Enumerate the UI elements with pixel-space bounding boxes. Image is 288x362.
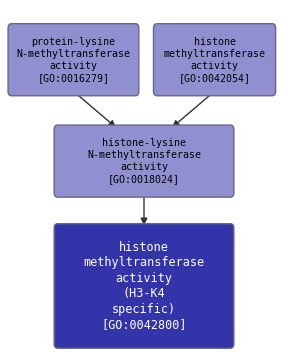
Text: histone
methyltransferase
activity
(H3-K4
specific)
[GO:0042800]: histone methyltransferase activity (H3-K… <box>84 241 204 331</box>
FancyBboxPatch shape <box>8 24 139 96</box>
Text: histone-lysine
N-methyltransferase
activity
[GO:0018024]: histone-lysine N-methyltransferase activ… <box>87 138 201 184</box>
FancyBboxPatch shape <box>54 224 234 348</box>
FancyBboxPatch shape <box>154 24 276 96</box>
Text: protein-lysine
N-methyltransferase
activity
[GO:0016279]: protein-lysine N-methyltransferase activ… <box>16 37 130 83</box>
Text: histone
methyltransferase
activity
[GO:0042054]: histone methyltransferase activity [GO:0… <box>164 37 266 83</box>
FancyBboxPatch shape <box>54 125 234 197</box>
